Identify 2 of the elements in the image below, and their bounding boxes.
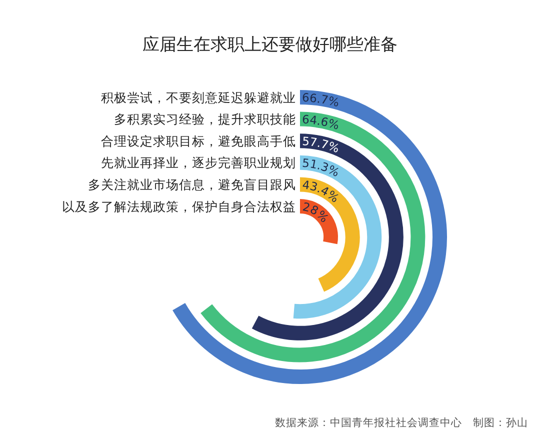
annotation: 数据来源：中国青年报社社会调查中心 制图：孙山 (275, 417, 528, 429)
title: 应届生在求职上还要做好哪些准备 (142, 35, 398, 55)
